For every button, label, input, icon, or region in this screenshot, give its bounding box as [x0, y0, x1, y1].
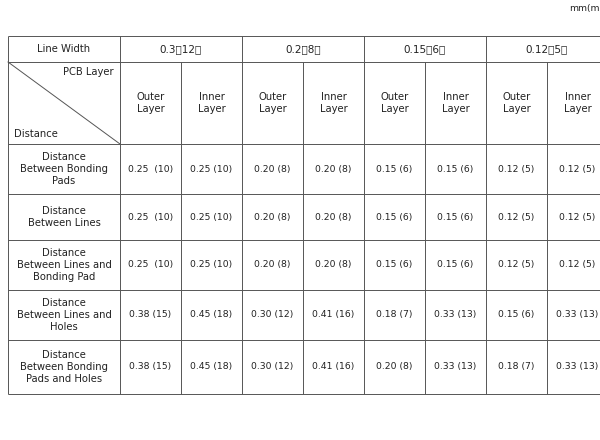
- Text: 0.12 (5): 0.12 (5): [499, 260, 535, 269]
- Text: 0.20 (8): 0.20 (8): [376, 363, 413, 371]
- Text: 0.25  (10): 0.25 (10): [128, 213, 173, 221]
- Text: 0.30 (12): 0.30 (12): [251, 363, 293, 371]
- Text: Inner
Layer: Inner Layer: [563, 92, 592, 114]
- Text: 0.38 (15): 0.38 (15): [130, 363, 172, 371]
- Text: 0.20 (8): 0.20 (8): [254, 165, 290, 173]
- Text: Inner
Layer: Inner Layer: [197, 92, 226, 114]
- Text: 0.15 (6): 0.15 (6): [376, 213, 413, 221]
- Text: 0.12 (5): 0.12 (5): [499, 165, 535, 173]
- Text: 0.12 (5): 0.12 (5): [559, 165, 596, 173]
- Text: 0.12 (5): 0.12 (5): [559, 260, 596, 269]
- Text: Inner
Layer: Inner Layer: [320, 92, 347, 114]
- Text: 0.15 (6): 0.15 (6): [437, 165, 473, 173]
- Text: 0.20 (8): 0.20 (8): [254, 260, 290, 269]
- Text: Line Width: Line Width: [37, 44, 91, 54]
- Text: Distance
Between Lines: Distance Between Lines: [28, 206, 100, 228]
- Text: 0.15（6）: 0.15（6）: [404, 44, 446, 54]
- Text: 0.38 (15): 0.38 (15): [130, 311, 172, 319]
- Text: 0.15 (6): 0.15 (6): [499, 311, 535, 319]
- Text: 0.20 (8): 0.20 (8): [316, 260, 352, 269]
- Text: 0.41 (16): 0.41 (16): [313, 311, 355, 319]
- Text: 0.12（5）: 0.12（5）: [526, 44, 568, 54]
- Text: 0.33 (13): 0.33 (13): [434, 311, 476, 319]
- Text: Outer
Layer: Outer Layer: [502, 92, 530, 114]
- Text: Outer
Layer: Outer Layer: [136, 92, 164, 114]
- Text: 0.25 (10): 0.25 (10): [190, 213, 233, 221]
- Text: Inner
Layer: Inner Layer: [442, 92, 469, 114]
- Text: 0.25 (10): 0.25 (10): [190, 165, 233, 173]
- Text: 0.45 (18): 0.45 (18): [190, 363, 233, 371]
- Text: 0.18 (7): 0.18 (7): [499, 363, 535, 371]
- Text: 0.20 (8): 0.20 (8): [316, 165, 352, 173]
- Text: 0.25  (10): 0.25 (10): [128, 165, 173, 173]
- Text: 0.33 (13): 0.33 (13): [434, 363, 476, 371]
- Text: 0.18 (7): 0.18 (7): [376, 311, 413, 319]
- Text: 0.30 (12): 0.30 (12): [251, 311, 293, 319]
- Text: 0.25 (10): 0.25 (10): [190, 260, 233, 269]
- Text: 0.3（12）: 0.3（12）: [160, 44, 202, 54]
- Text: Outer
Layer: Outer Layer: [259, 92, 287, 114]
- Text: Distance
Between Lines and
Bonding Pad: Distance Between Lines and Bonding Pad: [17, 249, 112, 282]
- Text: Distance
Between Lines and
Holes: Distance Between Lines and Holes: [17, 298, 112, 332]
- Text: 0.33 (13): 0.33 (13): [556, 311, 599, 319]
- Text: 0.15 (6): 0.15 (6): [376, 260, 413, 269]
- Text: mm(mil): mm(mil): [569, 4, 600, 13]
- Text: Outer
Layer: Outer Layer: [380, 92, 409, 114]
- Text: 0.2（8）: 0.2（8）: [285, 44, 321, 54]
- Text: 0.33 (13): 0.33 (13): [556, 363, 599, 371]
- Text: 0.45 (18): 0.45 (18): [190, 311, 233, 319]
- Text: 0.25  (10): 0.25 (10): [128, 260, 173, 269]
- Text: Distance
Between Bonding
Pads and Holes: Distance Between Bonding Pads and Holes: [20, 350, 108, 384]
- Text: 0.20 (8): 0.20 (8): [254, 213, 290, 221]
- Text: 0.15 (6): 0.15 (6): [437, 260, 473, 269]
- Text: 0.12 (5): 0.12 (5): [499, 213, 535, 221]
- Text: Distance
Between Bonding
Pads: Distance Between Bonding Pads: [20, 152, 108, 186]
- Text: Distance: Distance: [14, 129, 58, 139]
- Text: 0.15 (6): 0.15 (6): [437, 213, 473, 221]
- Text: 0.41 (16): 0.41 (16): [313, 363, 355, 371]
- Text: 0.20 (8): 0.20 (8): [316, 213, 352, 221]
- Text: 0.15 (6): 0.15 (6): [376, 165, 413, 173]
- Text: PCB Layer: PCB Layer: [64, 67, 114, 77]
- Text: 0.12 (5): 0.12 (5): [559, 213, 596, 221]
